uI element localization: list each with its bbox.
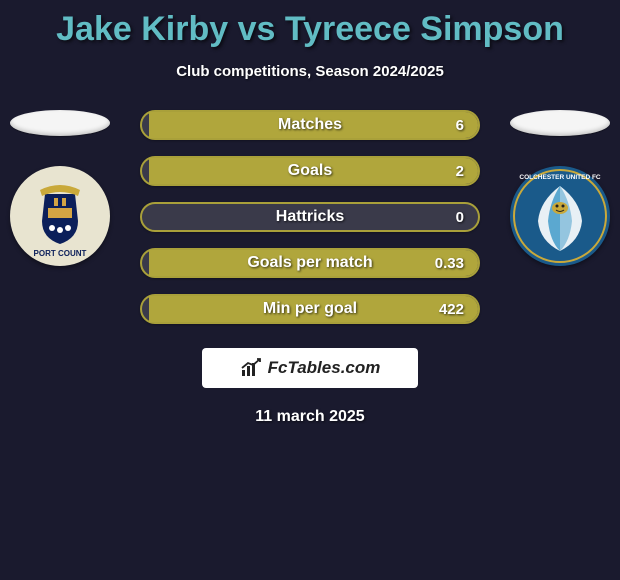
stat-label: Min per goal [263, 300, 357, 318]
page-title: Jake Kirby vs Tyreece Simpson [0, 0, 620, 49]
stat-bar: Hattricks 0 [140, 202, 480, 232]
brand-text: FcTables.com [268, 358, 381, 378]
stat-bar: Matches 6 [140, 110, 480, 140]
brand-badge: FcTables.com [202, 348, 418, 388]
player-right-name-placeholder [510, 110, 610, 136]
stat-value-right: 2 [456, 163, 464, 180]
stat-bar: Goals 2 [140, 156, 480, 186]
stat-label: Matches [278, 116, 342, 134]
stat-bars: Matches 6 Goals 2 Hattricks 0 Goals per match 0… [140, 110, 480, 324]
player-left-name-placeholder [10, 110, 110, 136]
subtitle: Club competitions, Season 2024/2025 [0, 63, 620, 80]
comparison-panel: PORT COUNT COLCHESTER UNITED FC Matches 6… [0, 110, 620, 324]
stat-label: Goals [288, 162, 332, 180]
player-left-column: PORT COUNT [0, 110, 120, 266]
svg-text:PORT COUNT: PORT COUNT [34, 249, 87, 258]
stat-label: Hattricks [276, 208, 344, 226]
date-text: 11 march 2025 [0, 408, 620, 426]
stat-bar: Min per goal 422 [140, 294, 480, 324]
player-left-crest: PORT COUNT [10, 166, 110, 266]
player-right-column: COLCHESTER UNITED FC [500, 110, 620, 266]
stat-value-right: 0 [456, 209, 464, 226]
stat-value-right: 6 [456, 117, 464, 134]
stat-value-right: 422 [439, 301, 464, 318]
colchester-crest-icon: COLCHESTER UNITED FC [510, 166, 610, 266]
svg-text:COLCHESTER UNITED FC: COLCHESTER UNITED FC [519, 174, 601, 181]
chart-icon [240, 358, 262, 378]
stat-value-right: 0.33 [435, 255, 464, 272]
stockport-crest-icon: PORT COUNT [10, 166, 110, 266]
stat-bar: Goals per match 0.33 [140, 248, 480, 278]
player-right-crest: COLCHESTER UNITED FC [510, 166, 610, 266]
stat-label: Goals per match [247, 254, 372, 272]
